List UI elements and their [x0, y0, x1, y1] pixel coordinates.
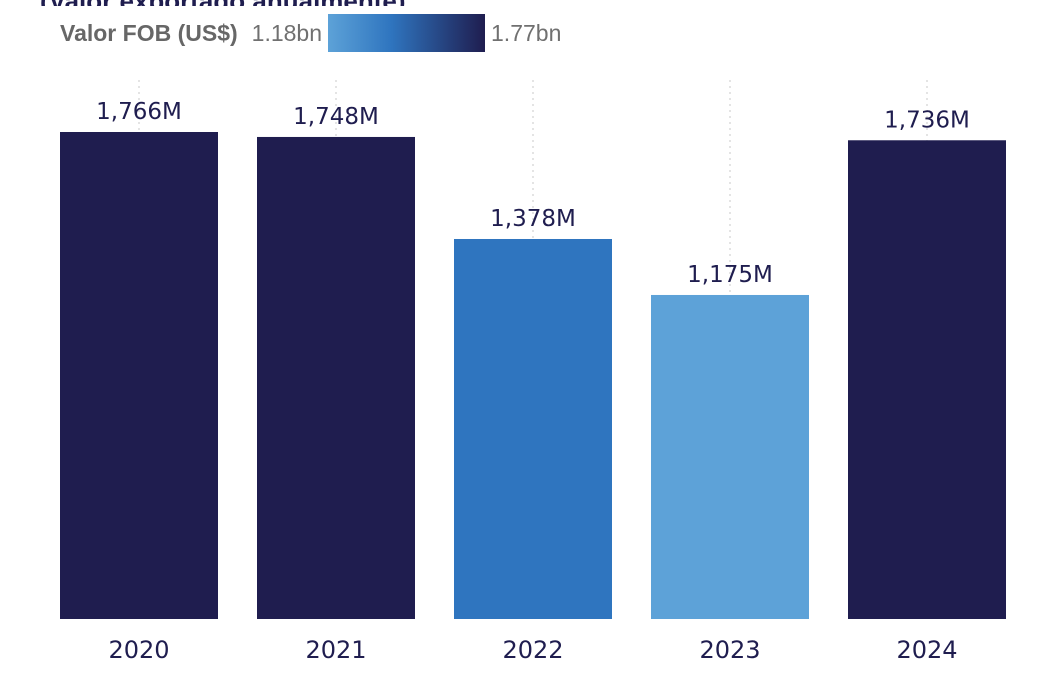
- x-tick-2022: 2022: [502, 636, 563, 664]
- legend-gradient-bar: [328, 14, 486, 52]
- clipped-chart-title: (Valor exportado anualmente): [40, 0, 500, 6]
- bar-2023[interactable]: [651, 294, 809, 619]
- legend-title: Valor FOB (US$): [60, 19, 238, 46]
- data-label-2023: 1,175M: [687, 262, 773, 288]
- color-legend: Valor FOB (US$) 1.18bn 1.77bn: [60, 12, 561, 54]
- x-tick-2023: 2023: [699, 636, 760, 664]
- bar-2022[interactable]: [454, 238, 612, 620]
- data-labels: 1,766M 1,748M 1,378M 1,175M 1,736M: [96, 99, 970, 288]
- x-tick-2024: 2024: [896, 636, 957, 664]
- data-label-2021: 1,748M: [293, 104, 379, 130]
- legend-min-value: 1.18bn: [251, 19, 323, 46]
- x-axis-ticks: 2020 2021 2022 2023 2024: [108, 636, 957, 664]
- bar-2021[interactable]: [257, 136, 415, 620]
- data-label-2022: 1,378M: [490, 206, 576, 232]
- bars: [60, 132, 1006, 620]
- x-tick-2021: 2021: [305, 636, 366, 664]
- x-tick-2020: 2020: [108, 636, 169, 664]
- data-label-2020: 1,766M: [96, 99, 182, 125]
- bar-2024[interactable]: [848, 140, 1006, 619]
- bar-2020[interactable]: [60, 132, 218, 619]
- legend-max-value: 1.77bn: [491, 19, 562, 46]
- data-label-2024: 1,736M: [884, 107, 970, 133]
